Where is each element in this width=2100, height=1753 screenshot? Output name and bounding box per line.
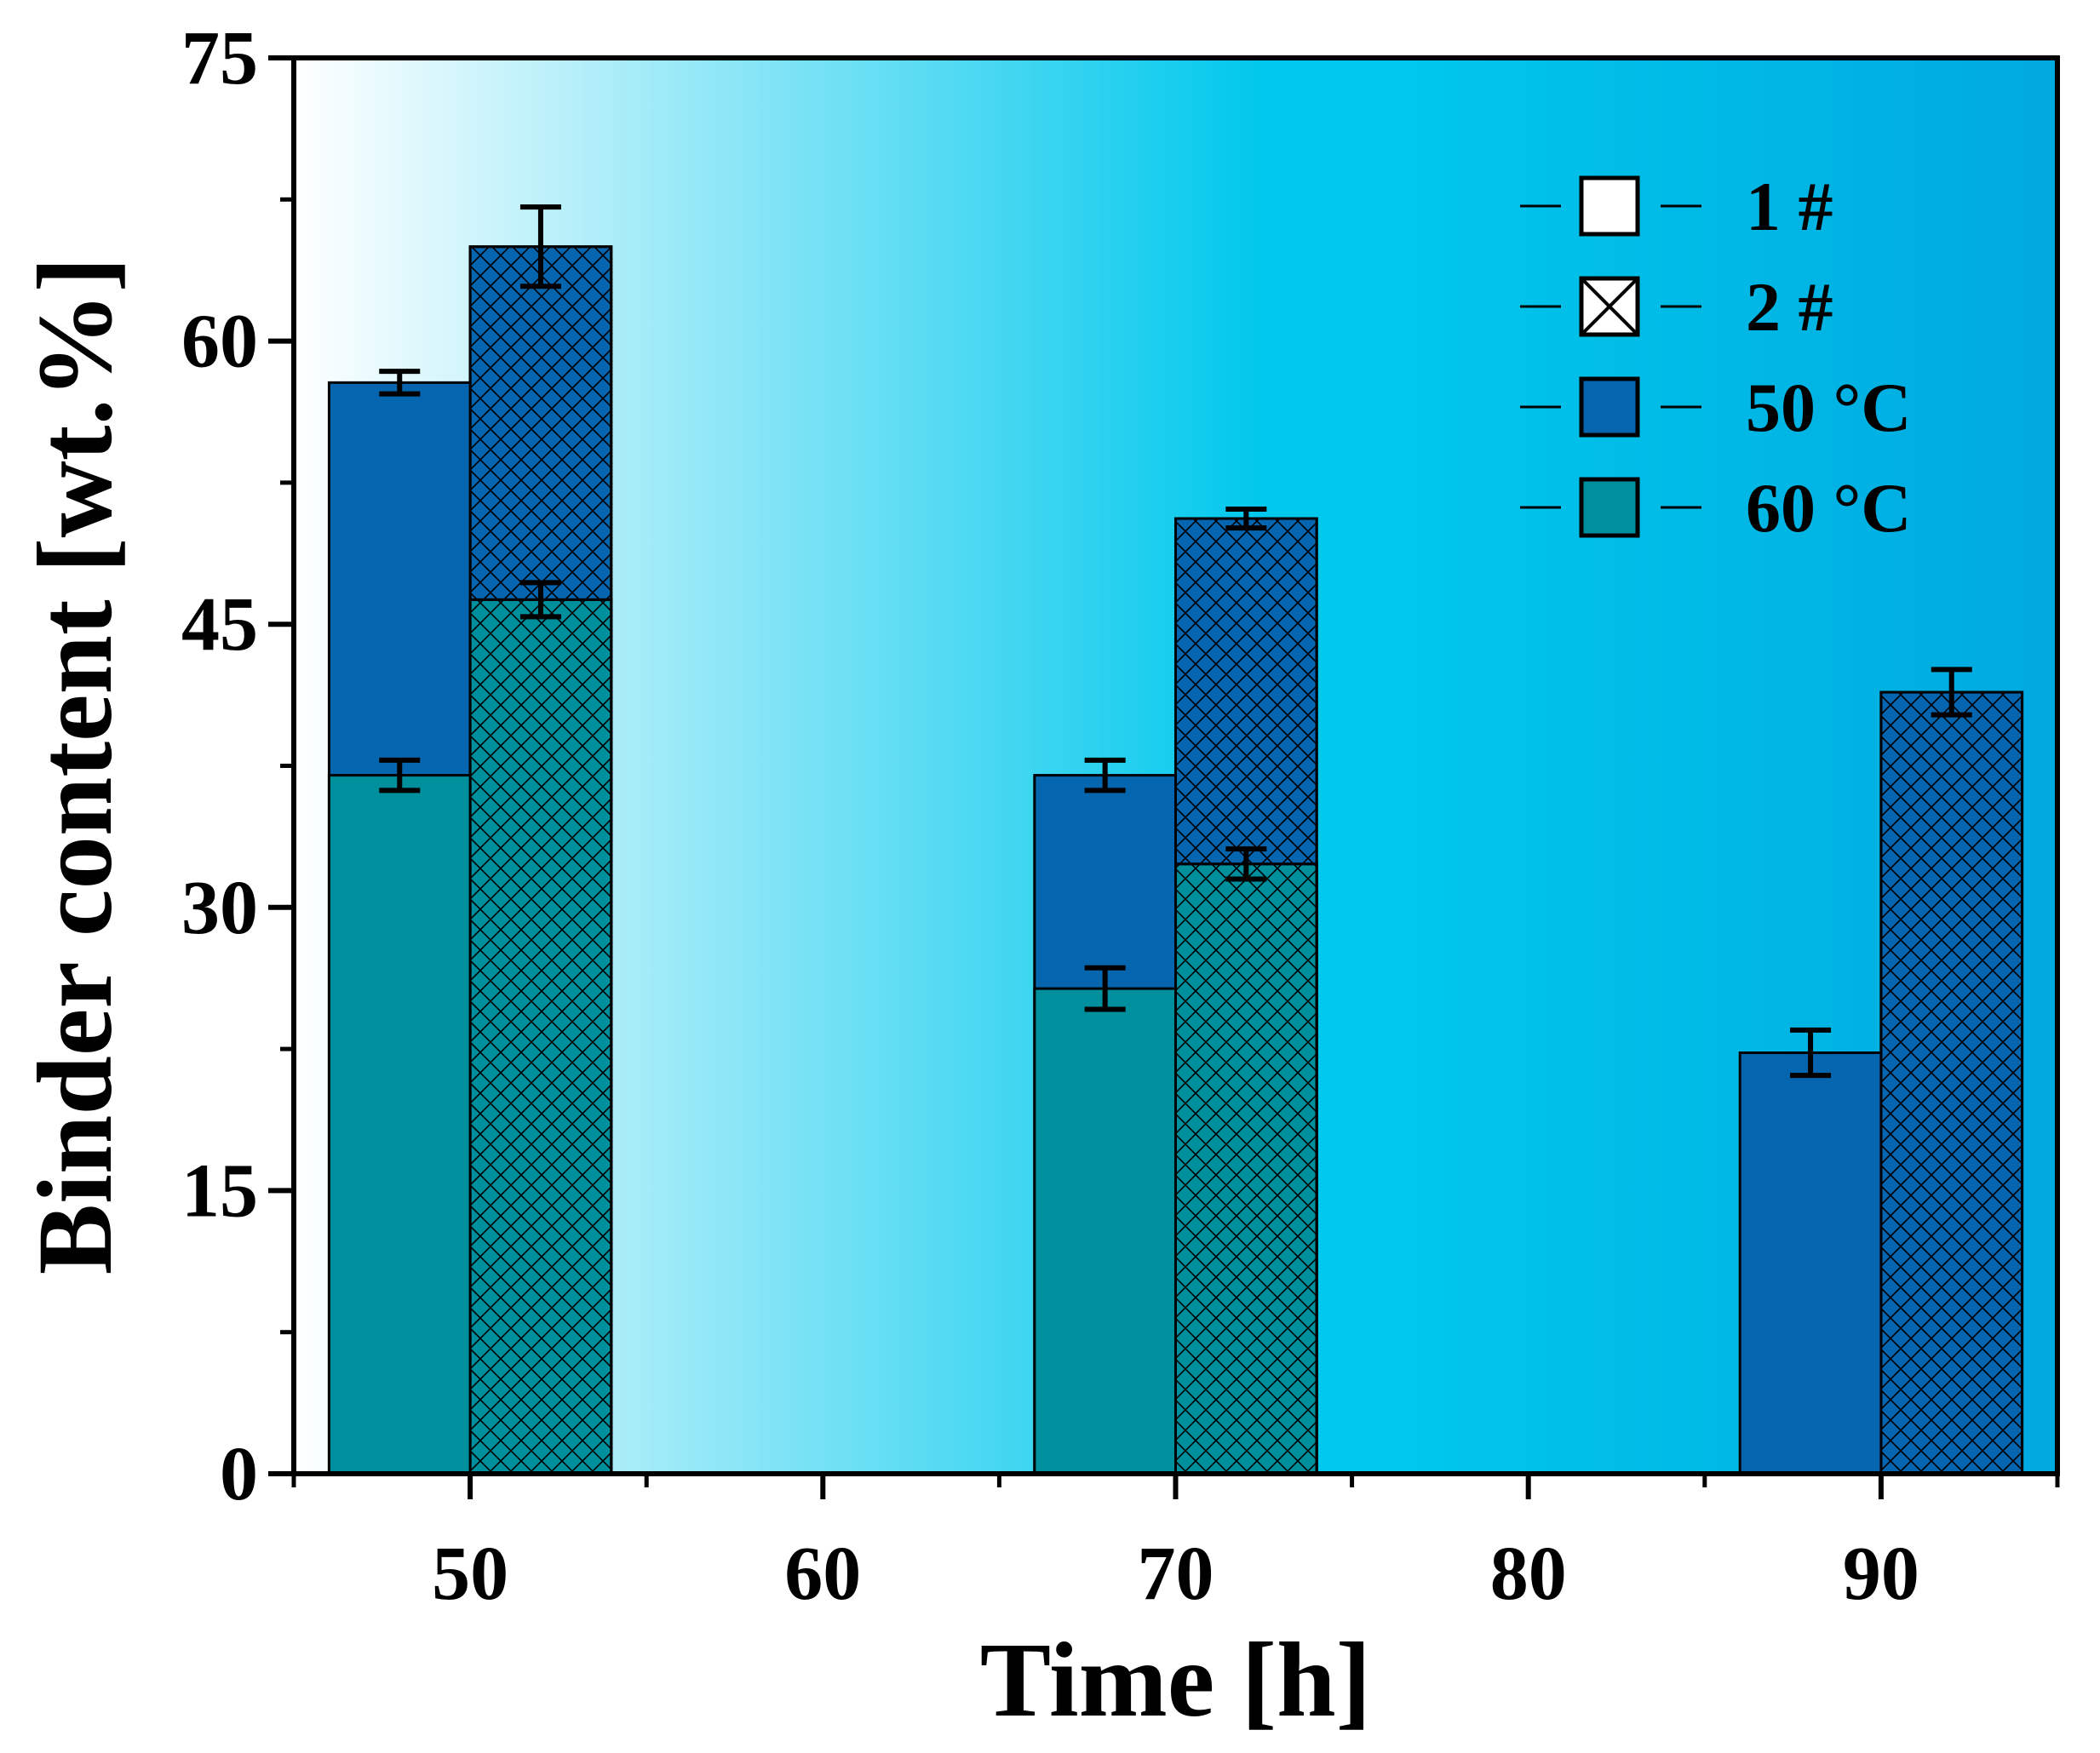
x-tick-label: 90 <box>1843 1532 1919 1616</box>
x-tick-label: 70 <box>1138 1532 1214 1616</box>
legend-item-sample-1: 1 # <box>1520 168 1833 245</box>
legend-item-temp-60: 60 °C <box>1520 469 1912 547</box>
legend-swatch-hatch <box>1580 277 1639 336</box>
x-tick-label: 80 <box>1490 1532 1567 1616</box>
error-bars-layer <box>379 204 1972 1079</box>
error-bar-s1-50h-60c <box>379 757 421 793</box>
bar-hatch-s2-50h-60c <box>468 598 613 1475</box>
bar-hatch-s2-90h-50c <box>1879 690 2024 1475</box>
y-tick-label: 60 <box>181 300 258 384</box>
error-bar-s2-50h-50c <box>519 204 561 289</box>
error-bar-s1-70h-60c <box>1084 965 1126 1012</box>
y-tick-label: 75 <box>181 16 258 100</box>
ticks-layer: 0 15 30 45 60 75 50 60 70 80 90 <box>181 16 2060 1616</box>
bars-layer <box>327 245 2024 1475</box>
x-tick-label: 50 <box>432 1532 508 1616</box>
error-bar-s2-90h-50c <box>1931 667 1972 718</box>
x-axis-title: Time [h] <box>980 1622 1371 1739</box>
legend-swatch <box>1579 175 1640 237</box>
y-tick-label: 45 <box>181 582 258 667</box>
legend-label: 1 # <box>1746 168 1833 245</box>
error-bar-s2-50h-60c <box>519 580 561 620</box>
x-tick-label: 60 <box>784 1532 861 1616</box>
legend-label: 60 °C <box>1746 469 1912 547</box>
error-bar-s2-70h-50c <box>1225 506 1267 531</box>
legend-label: 50 °C <box>1746 369 1912 446</box>
legend-swatch <box>1579 376 1640 438</box>
y-tick-label: 15 <box>181 1149 258 1233</box>
error-bar-s2-70h-60c <box>1225 846 1267 882</box>
error-bar-s1-50h-50c <box>379 369 421 397</box>
bar-s1-70h-60c <box>1033 987 1177 1475</box>
error-bar-s1-90h-50c <box>1790 1027 1832 1079</box>
legend-swatch <box>1579 477 1640 538</box>
bar-s1-50h-60c <box>327 774 472 1475</box>
legend-item-sample-2: 2 # <box>1520 268 1833 346</box>
bar-hatch-s2-70h-60c <box>1174 862 1318 1475</box>
bar-s1-90h-50c <box>1738 1051 1883 1475</box>
legend: 1 # 2 # 50 °C 60 °C <box>1520 168 1912 547</box>
y-tick-label: 0 <box>220 1432 258 1516</box>
legend-item-temp-50: 50 °C <box>1520 369 1912 446</box>
error-bar-s1-70h-50c <box>1084 757 1126 793</box>
y-tick-label: 30 <box>181 866 258 950</box>
y-axis-title: Binder content [wt.%] <box>17 257 135 1275</box>
legend-label: 2 # <box>1746 268 1833 346</box>
